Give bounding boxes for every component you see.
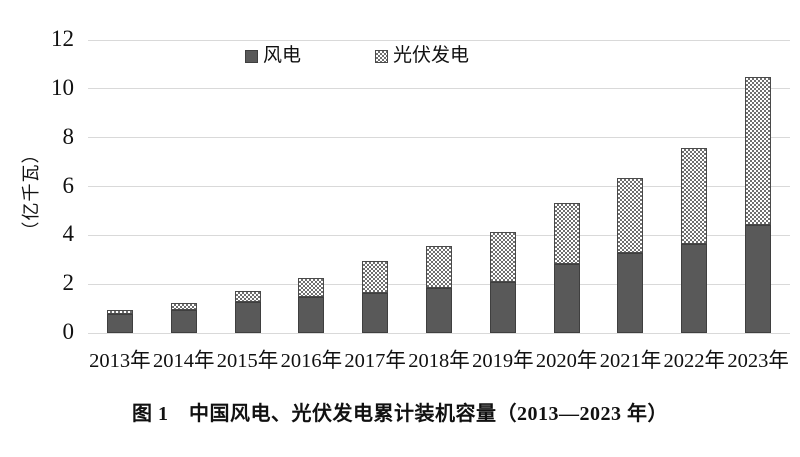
gridline-y4 — [88, 234, 790, 236]
bar-2018-solar-segment — [426, 245, 452, 289]
y-tick-label-8: 8 — [62, 123, 75, 149]
bar-2021-wind-segment — [617, 252, 644, 333]
figure-caption: 图 1 中国风电、光伏发电累计装机容量（2013—2023 年） — [132, 403, 668, 425]
bar-2019-solar-segment — [489, 231, 516, 282]
bar-2015-solar-segment — [234, 291, 261, 302]
x-tick-label-2014: 2014年 — [152, 350, 215, 372]
y-tick-label-4: 4 — [62, 221, 75, 247]
bar-2021-solar-segment — [617, 178, 644, 253]
bar-2022-wind-segment — [681, 243, 708, 333]
gridline-y10 — [88, 88, 790, 90]
bar-2019-wind-segment — [489, 281, 516, 333]
x-tick-label-2021: 2021年 — [599, 350, 662, 372]
bar-2023-wind-segment — [745, 225, 772, 333]
wind-legend-label: 风电 — [263, 45, 302, 66]
x-tick-label-2022: 2022年 — [663, 350, 726, 372]
bar-2016-solar-segment — [298, 277, 325, 297]
bar-2023-solar-segment — [745, 76, 772, 226]
bar-2020-wind-segment — [553, 264, 580, 333]
x-tick-label-2017: 2017年 — [344, 350, 406, 372]
solar-legend-label: 光伏发电 — [393, 45, 470, 66]
bar-2013-wind-segment — [106, 314, 133, 333]
bar-2017-wind-segment — [362, 292, 389, 333]
y-tick-label-10: 10 — [51, 74, 74, 100]
bar-2014-solar-segment — [170, 302, 197, 310]
legend-item-solar: 光伏发电 — [375, 46, 469, 66]
y-tick-label-12: 12 — [51, 26, 74, 51]
y-tick-label-0: 0 — [62, 319, 75, 344]
bar-2017-solar-segment — [362, 261, 389, 293]
bar-2014-wind-segment — [170, 309, 197, 333]
solar-legend-swatch-icon — [375, 49, 389, 63]
y-tick-label-6: 6 — [62, 172, 75, 198]
bar-2013-solar-segment — [106, 309, 133, 315]
x-tick-label-2023: 2023年 — [727, 350, 789, 372]
y-tick-label-2: 2 — [62, 270, 75, 296]
bar-2022-solar-segment — [681, 147, 708, 244]
wind-legend-swatch-icon — [245, 49, 258, 63]
x-tick-label-2020: 2020年 — [535, 350, 598, 372]
x-tick-label-2016: 2016年 — [280, 350, 343, 372]
plot-area — [88, 39, 790, 334]
gridline-y8 — [88, 137, 790, 139]
bar-2020-solar-segment — [553, 202, 580, 265]
legend-item-wind: 风电 — [245, 46, 301, 66]
gridline-y0 — [88, 332, 790, 334]
x-tick-label-2015: 2015年 — [216, 350, 279, 372]
bar-2018-wind-segment — [426, 288, 452, 333]
bar-2016-wind-segment — [298, 296, 325, 333]
bar-2015-wind-segment — [234, 301, 261, 333]
x-tick-label-2013: 2013年 — [89, 350, 151, 372]
x-tick-label-2019: 2019年 — [472, 350, 534, 372]
x-tick-label-2018: 2018年 — [408, 350, 470, 372]
gridline-y12 — [88, 39, 790, 41]
legend: 风电 光伏发电 — [245, 46, 469, 66]
gridline-y6 — [88, 186, 790, 187]
